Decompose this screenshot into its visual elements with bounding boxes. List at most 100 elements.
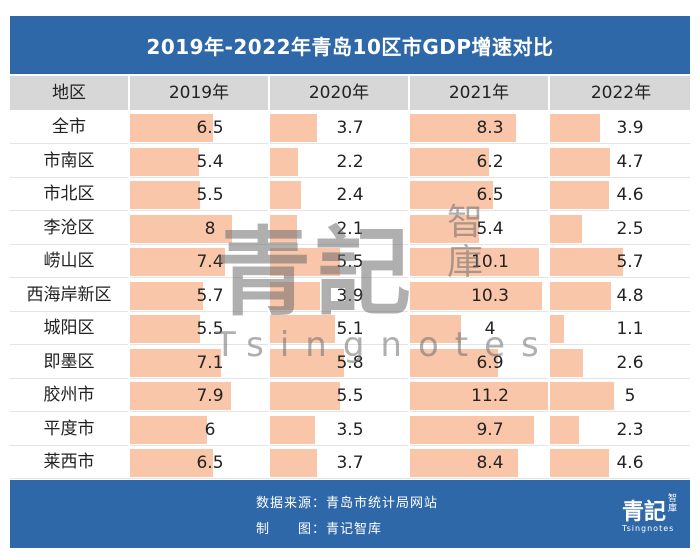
row-divider	[10, 344, 690, 345]
value-label: 1.1	[616, 319, 644, 339]
table-row: 西海岸新区 5.7 3.9 10.3 4.8	[10, 278, 690, 312]
value-label: 9.7	[476, 419, 504, 440]
value-bar	[270, 248, 340, 276]
header-year-2021: 2021年	[408, 76, 548, 110]
value-label: 3.9	[336, 285, 364, 306]
value-bar	[410, 415, 534, 444]
value-bar	[550, 449, 609, 477]
value-bar	[130, 248, 225, 276]
district-label: 全市	[52, 117, 86, 137]
header-year-2022: 2022年	[548, 76, 692, 110]
district-label: 胶州市	[43, 385, 95, 405]
value-bar	[130, 415, 207, 444]
value-bar	[410, 315, 461, 343]
value-bar	[550, 248, 623, 276]
row-divider	[10, 277, 690, 278]
value-label: 3.7	[336, 453, 364, 473]
district-label: 市北区	[43, 184, 95, 204]
district-label: 西海岸新区	[26, 284, 112, 305]
value-bar	[270, 382, 340, 410]
value-bar	[270, 315, 335, 343]
value-label: 6.5	[476, 185, 504, 205]
row-divider	[10, 176, 690, 178]
value-label: 8.3	[476, 118, 504, 138]
value-bar	[410, 214, 479, 243]
value-label: 6.5	[196, 453, 224, 473]
value-bar	[270, 281, 320, 310]
value-label: 6.5	[196, 118, 224, 138]
header-district: 地区	[52, 83, 86, 103]
header-year-2020: 2020年	[268, 76, 408, 110]
value-label: 5.4	[476, 218, 504, 239]
logo-side-text: 智庫	[668, 494, 678, 514]
row-divider	[10, 444, 690, 446]
column-divider	[268, 110, 270, 478]
value-label: 5.4	[196, 151, 224, 172]
value-label: 11.2	[471, 386, 509, 406]
table-row: 即墨区 7.1 5.8 6.9 2.6	[10, 345, 690, 379]
value-label: 5.7	[616, 252, 644, 272]
value-label: 6	[204, 419, 216, 440]
value-label: 5	[624, 386, 636, 406]
value-label: 7.4	[196, 252, 224, 272]
value-bar	[270, 449, 317, 477]
value-label: 3.9	[616, 118, 644, 138]
chart-maker: 制 图：青记智库	[256, 522, 383, 537]
row-divider	[10, 243, 690, 245]
table-row: 全市 6.5 3.7 8.3 3.9	[10, 110, 690, 144]
value-label: 4.8	[616, 285, 644, 306]
logo-latin-text: Tsingnotes	[622, 524, 675, 533]
value-label: 7.9	[196, 386, 224, 406]
district-label: 崂山区	[43, 251, 95, 271]
value-bar	[550, 114, 600, 142]
district-label: 城阳区	[43, 318, 95, 338]
chart-title: 2019年-2022年青岛10区市GDP增速对比	[10, 16, 690, 74]
value-bar	[550, 348, 583, 377]
row-divider	[10, 377, 690, 379]
value-bar	[130, 315, 200, 343]
value-bar	[550, 181, 609, 209]
footer: 数据来源：青岛市统计局网站 制 图：青记智库 青記 智庫 Tsingnotes	[10, 480, 690, 548]
value-label: 2.5	[616, 218, 644, 239]
district-label: 市南区	[43, 150, 95, 171]
value-label: 5.5	[196, 185, 224, 205]
table-row: 城阳区 5.5 5.1 4 1.1	[10, 311, 690, 345]
column-divider	[128, 110, 130, 478]
value-bar	[130, 214, 232, 243]
value-bar	[130, 382, 231, 410]
value-label: 2.3	[616, 419, 644, 440]
value-label: 10.1	[471, 252, 509, 272]
value-bar	[550, 214, 582, 243]
value-bar	[550, 281, 611, 310]
value-bar	[550, 382, 614, 410]
value-label: 6.9	[476, 352, 504, 373]
value-bar	[410, 348, 498, 377]
column-divider	[548, 110, 550, 478]
value-bar	[410, 281, 542, 310]
value-bar	[270, 415, 315, 444]
table-row: 李沧区 8 2.1 5.4 2.5	[10, 211, 690, 245]
logo-main-text: 青記	[622, 499, 667, 525]
value-label: 6.2	[476, 151, 504, 172]
value-label: 2.4	[336, 185, 364, 205]
row-divider	[10, 478, 690, 479]
row-divider	[10, 411, 690, 412]
value-bar	[550, 147, 610, 176]
value-label: 5.7	[196, 285, 224, 306]
value-label: 4.6	[616, 453, 644, 473]
value-label: 5.1	[336, 319, 364, 339]
value-bar	[130, 114, 213, 142]
value-label: 2.6	[616, 352, 644, 373]
value-label: 5.5	[196, 319, 224, 339]
value-bar	[270, 181, 301, 209]
value-bar	[410, 382, 553, 410]
value-label: 5.5	[336, 386, 364, 406]
value-bar	[270, 214, 297, 243]
district-label: 李沧区	[43, 217, 95, 238]
value-label: 8	[204, 218, 216, 239]
value-bar	[410, 248, 539, 276]
value-bar	[410, 114, 516, 142]
district-label: 莱西市	[43, 452, 95, 472]
table-row: 平度市 6 3.5 9.7 2.3	[10, 412, 690, 446]
